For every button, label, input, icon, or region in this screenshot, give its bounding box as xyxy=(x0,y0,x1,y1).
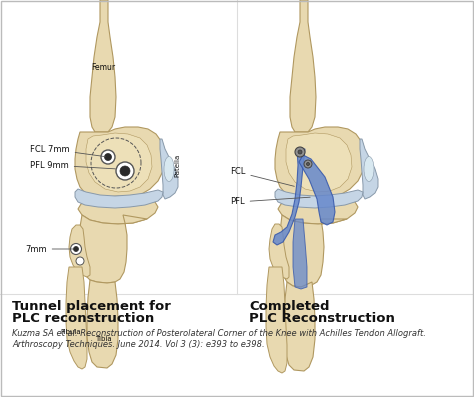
Polygon shape xyxy=(160,139,178,199)
Text: PLC reconstruction: PLC reconstruction xyxy=(12,312,154,325)
Text: PFL 9mm: PFL 9mm xyxy=(30,160,115,170)
Polygon shape xyxy=(75,127,165,201)
Polygon shape xyxy=(299,155,335,225)
Polygon shape xyxy=(279,215,347,287)
Ellipse shape xyxy=(104,154,111,160)
Ellipse shape xyxy=(304,160,312,168)
Polygon shape xyxy=(273,149,305,245)
Ellipse shape xyxy=(73,247,79,252)
Polygon shape xyxy=(275,127,365,201)
Text: Completed: Completed xyxy=(249,300,329,313)
Ellipse shape xyxy=(76,257,84,265)
Ellipse shape xyxy=(101,150,115,164)
Polygon shape xyxy=(278,196,358,224)
Polygon shape xyxy=(360,139,378,199)
Ellipse shape xyxy=(120,166,130,176)
Text: Femur: Femur xyxy=(91,62,115,71)
Text: Arthroscopy Techniques. June 2014. Vol 3 (3): e393 to e398.: Arthroscopy Techniques. June 2014. Vol 3… xyxy=(12,340,264,349)
Polygon shape xyxy=(293,219,307,289)
Text: Patella: Patella xyxy=(174,153,180,177)
Ellipse shape xyxy=(164,156,174,181)
Polygon shape xyxy=(266,267,287,373)
Ellipse shape xyxy=(364,156,374,181)
Text: PLC Reconstruction: PLC Reconstruction xyxy=(249,312,395,325)
Polygon shape xyxy=(90,0,116,132)
Text: Tibia: Tibia xyxy=(95,336,111,342)
Ellipse shape xyxy=(71,243,82,254)
Text: 7mm: 7mm xyxy=(25,245,73,254)
Polygon shape xyxy=(87,280,118,368)
Ellipse shape xyxy=(295,147,305,157)
Polygon shape xyxy=(66,267,87,369)
Text: Fibula: Fibula xyxy=(61,329,82,335)
Polygon shape xyxy=(75,189,163,208)
Text: FCL: FCL xyxy=(230,168,294,186)
Polygon shape xyxy=(284,282,315,371)
Text: Kuzma SA et al. Reconstruction of Posterolateral Corner of the Knee with Achille: Kuzma SA et al. Reconstruction of Poster… xyxy=(12,329,426,338)
Text: PFL: PFL xyxy=(230,197,310,206)
Polygon shape xyxy=(69,225,90,277)
Ellipse shape xyxy=(116,162,134,180)
Polygon shape xyxy=(79,215,147,283)
Ellipse shape xyxy=(307,162,310,166)
Ellipse shape xyxy=(298,150,302,154)
Text: FCL 7mm: FCL 7mm xyxy=(30,145,105,157)
Polygon shape xyxy=(86,133,152,192)
Polygon shape xyxy=(286,133,352,192)
Polygon shape xyxy=(269,224,289,279)
Polygon shape xyxy=(275,189,363,208)
Text: Tunnel placement for: Tunnel placement for xyxy=(12,300,171,313)
Polygon shape xyxy=(78,196,158,224)
Polygon shape xyxy=(290,0,316,132)
